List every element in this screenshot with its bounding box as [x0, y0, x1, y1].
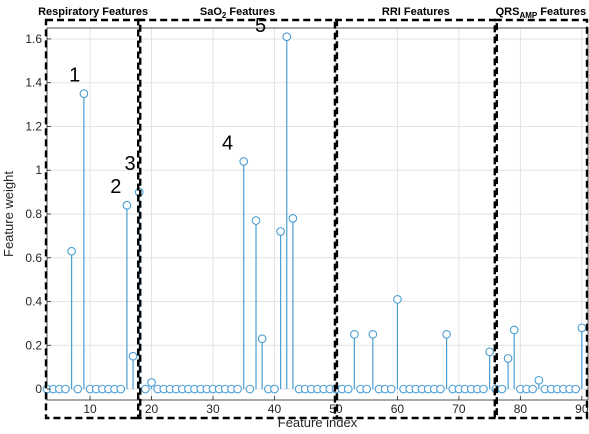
- stem-marker: [245, 384, 255, 394]
- annotation-label: 5: [255, 15, 266, 37]
- stem-marker: [147, 378, 156, 387]
- stem-marker: [67, 246, 76, 256]
- y-axis-ticks: 0 0.2 0.4 0.6 0.8 1 1.2 1.4 1.6: [25, 32, 51, 396]
- y-axis-label: Feature weight: [1, 171, 16, 257]
- stem-marker: [571, 384, 581, 394]
- y-tick-label: 0.8: [25, 207, 42, 221]
- y-tick-label: 0: [35, 382, 42, 396]
- x-tick-label: 70: [452, 402, 466, 416]
- region-title: Respiratory Features: [38, 6, 148, 18]
- x-tick-label: 80: [514, 402, 528, 416]
- stem-marker: [386, 384, 396, 394]
- stem-marker: [128, 351, 138, 361]
- stem-marker: [116, 384, 126, 394]
- region-title-subscript: 2: [222, 11, 227, 20]
- grid-lines: [47, 28, 588, 400]
- stem-marker: [276, 227, 285, 236]
- stem-marker: [282, 32, 292, 42]
- x-axis-label: Feature index: [278, 415, 358, 430]
- annotation-label: 4: [222, 132, 233, 154]
- region-title: QRSAMP Features: [496, 6, 587, 20]
- stem-marker: [73, 384, 83, 394]
- x-tick-label: 30: [206, 402, 220, 416]
- x-tick-label: 40: [268, 402, 282, 416]
- region-box: [44, 18, 142, 420]
- y-tick-label: 1.4: [25, 76, 42, 90]
- region-box: [137, 18, 339, 420]
- stem-marker: [122, 200, 132, 210]
- stem-series: [42, 32, 587, 394]
- stem-marker: [368, 330, 378, 339]
- region-title: RRI Features: [382, 6, 450, 18]
- region-title-subscript: AMP: [519, 11, 537, 20]
- stem-marker: [350, 330, 359, 339]
- y-tick-label: 1: [35, 163, 42, 177]
- stem-marker: [509, 325, 519, 335]
- stem-marker: [270, 384, 279, 394]
- region-title-suffix: Features: [226, 6, 275, 18]
- region-box: [333, 18, 498, 420]
- y-tick-label: 0.2: [25, 338, 42, 352]
- feature-regions: Respiratory Features SaO2 Features RRI Fea…: [38, 6, 589, 420]
- y-tick-label: 1.2: [25, 119, 42, 133]
- x-tick-label: 90: [575, 402, 589, 416]
- stem-marker: [239, 157, 249, 166]
- stem-marker: [61, 384, 70, 394]
- x-tick-label: 10: [83, 402, 97, 416]
- stem-marker: [534, 375, 544, 385]
- x-axis-ticks: 10 20 30 40 50 60 70 80 90: [83, 396, 589, 416]
- x-tick-label: 20: [145, 402, 159, 416]
- stem-marker: [233, 384, 242, 394]
- stem-marker: [288, 214, 298, 223]
- stem-marker: [577, 323, 587, 333]
- stem-marker: [485, 347, 494, 357]
- stem-marker: [503, 354, 513, 363]
- stem-marker: [528, 384, 538, 394]
- stem-marker: [362, 384, 372, 394]
- stem-marker: [393, 294, 402, 304]
- stem-marker: [436, 384, 445, 394]
- x-tick-label: 60: [391, 402, 405, 416]
- y-tick-label: 0.6: [25, 251, 42, 265]
- y-tick-label: 0.4: [25, 295, 42, 309]
- stem-marker: [343, 384, 353, 394]
- region-title: SaO2 Features: [200, 6, 275, 20]
- stem-marker: [479, 384, 488, 394]
- stem-marker: [497, 384, 507, 394]
- annotation-label: 3: [125, 153, 136, 175]
- stem-marker: [251, 216, 261, 225]
- annotation-label: 2: [110, 176, 121, 198]
- region-title-suffix: Features: [537, 6, 586, 18]
- stem-marker: [442, 330, 451, 339]
- region-box: [493, 18, 589, 420]
- stem-marker: [79, 89, 89, 98]
- y-tick-label: 1.6: [25, 32, 42, 46]
- stem-marker: [257, 334, 267, 344]
- annotation-label: 1: [69, 65, 80, 87]
- stem-marker: [141, 384, 150, 394]
